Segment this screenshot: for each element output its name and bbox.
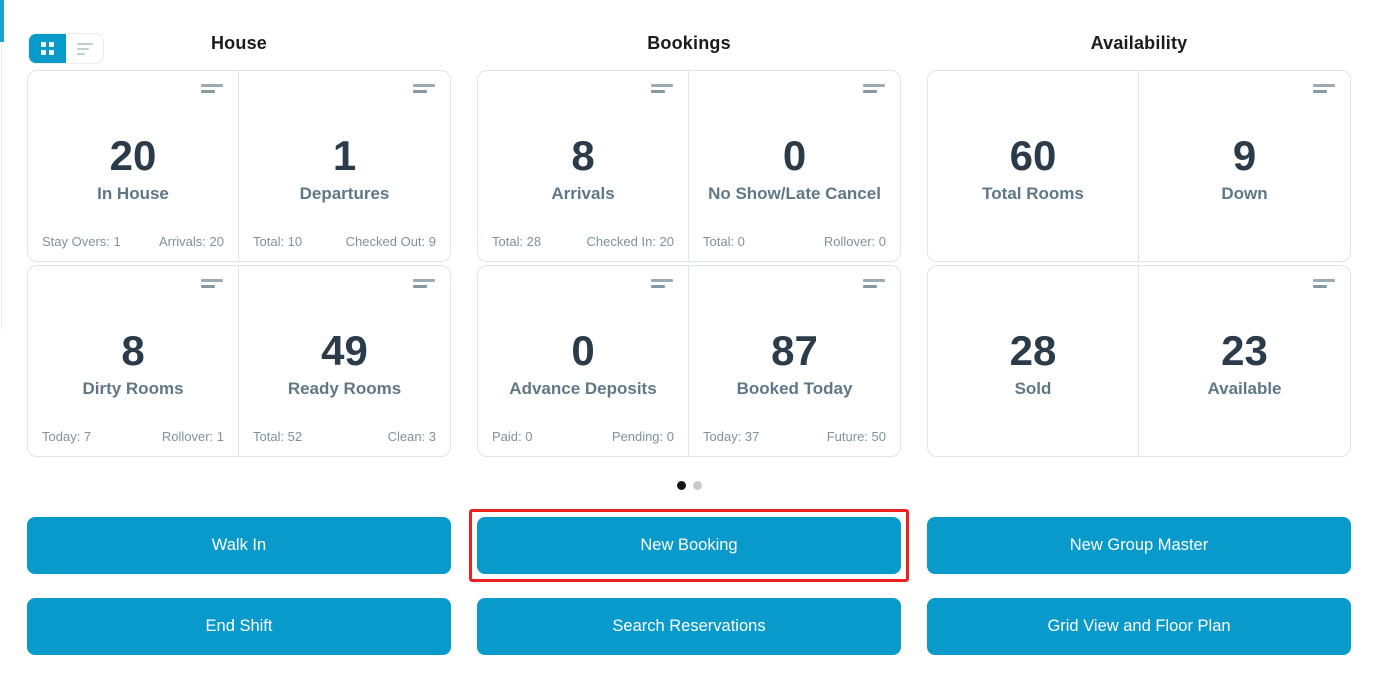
action-buttons: Walk In New Booking New Group Master End… bbox=[27, 509, 1351, 655]
stat-card-ready-rooms[interactable]: 49 Ready Rooms Total: 52 Clean: 3 bbox=[239, 266, 450, 456]
section-headers: House Bookings Availability bbox=[27, 33, 1351, 54]
stat-label: Advance Deposits bbox=[509, 378, 657, 398]
card-menu-icon[interactable] bbox=[1313, 84, 1335, 103]
stat-label: Dirty Rooms bbox=[82, 378, 184, 398]
stat-value: 28 bbox=[1009, 327, 1057, 375]
stat-label: Down bbox=[1221, 183, 1268, 203]
stat-footer-right: Pending: 0 bbox=[611, 429, 674, 444]
stat-value: 87 bbox=[771, 327, 818, 375]
stat-value: 9 bbox=[1232, 132, 1257, 180]
stat-footer-left: Today: 37 bbox=[703, 429, 760, 444]
availability-group: 60 Total Rooms 9 Down bbox=[927, 70, 1351, 457]
stat-card-sold[interactable]: 28 Sold bbox=[928, 266, 1139, 456]
search-reservations-button[interactable]: Search Reservations bbox=[477, 598, 901, 655]
stat-label: Available bbox=[1207, 378, 1282, 398]
card-menu-icon[interactable] bbox=[413, 84, 435, 103]
section-title-availability: Availability bbox=[1090, 33, 1188, 53]
stat-footer-left: Total: 28 bbox=[492, 234, 542, 249]
house-row-1: 20 In House Stay Overs: 1 Arrivals: 20 1… bbox=[27, 70, 451, 262]
stat-value: 1 bbox=[332, 132, 357, 180]
stat-value: 23 bbox=[1221, 327, 1268, 375]
stat-card-arrivals[interactable]: 8 Arrivals Total: 28 Checked In: 20 bbox=[478, 71, 689, 261]
stat-footer-right: Clean: 3 bbox=[387, 429, 436, 444]
list-icon bbox=[76, 42, 93, 55]
stat-footer-right: Rollover: 1 bbox=[161, 429, 224, 444]
stat-label: Departures bbox=[299, 183, 390, 203]
grid-view-floor-plan-button[interactable]: Grid View and Floor Plan bbox=[927, 598, 1351, 655]
availability-row-1: 60 Total Rooms 9 Down bbox=[927, 70, 1351, 262]
bookings-row-1: 8 Arrivals Total: 28 Checked In: 20 0 No… bbox=[477, 70, 901, 262]
stat-value: 49 bbox=[321, 327, 368, 375]
carousel-dot-1[interactable] bbox=[676, 481, 686, 490]
stat-footer-left: Stay Overs: 1 bbox=[42, 234, 121, 249]
card-menu-icon[interactable] bbox=[863, 279, 885, 298]
card-menu-icon[interactable] bbox=[413, 279, 435, 298]
stat-label: In House bbox=[97, 183, 169, 203]
grid-icon bbox=[41, 42, 54, 55]
stat-value: 20 bbox=[109, 132, 157, 180]
stat-card-in-house[interactable]: 20 In House Stay Overs: 1 Arrivals: 20 bbox=[28, 71, 239, 261]
stat-footer-right: Checked In: 20 bbox=[586, 234, 674, 249]
stat-footer-right: Arrivals: 20 bbox=[158, 234, 224, 249]
bookings-group: 8 Arrivals Total: 28 Checked In: 20 0 No… bbox=[477, 70, 901, 457]
card-menu-icon[interactable] bbox=[863, 84, 885, 103]
stat-label: Ready Rooms bbox=[287, 378, 402, 398]
stat-value: 60 bbox=[1009, 132, 1057, 180]
stat-label: No Show/Late Cancel bbox=[708, 183, 881, 203]
stat-label: Booked Today bbox=[736, 378, 853, 398]
stat-footer-right: Rollover: 0 bbox=[823, 234, 886, 249]
stat-value: 8 bbox=[121, 327, 145, 375]
stat-card-available[interactable]: 23 Available bbox=[1139, 266, 1350, 456]
stat-card-groups: 20 In House Stay Overs: 1 Arrivals: 20 1… bbox=[27, 70, 1351, 457]
stat-card-dirty-rooms[interactable]: 8 Dirty Rooms Today: 7 Rollover: 1 bbox=[28, 266, 239, 456]
carousel-dot-2[interactable] bbox=[692, 481, 702, 490]
new-group-master-button[interactable]: New Group Master bbox=[927, 517, 1351, 574]
list-view-button[interactable] bbox=[66, 34, 103, 63]
bookings-row-2: 0 Advance Deposits Paid: 0 Pending: 0 87… bbox=[477, 265, 901, 457]
stat-card-advance-deposits[interactable]: 0 Advance Deposits Paid: 0 Pending: 0 bbox=[478, 266, 689, 456]
stat-footer-right: Future: 50 bbox=[826, 429, 886, 444]
left-panel-edge bbox=[1, 42, 2, 330]
view-toggle bbox=[28, 33, 104, 64]
card-menu-icon[interactable] bbox=[201, 84, 223, 103]
end-shift-button[interactable]: End Shift bbox=[27, 598, 451, 655]
stat-footer-right: Checked Out: 9 bbox=[345, 234, 436, 249]
stat-label: Sold bbox=[1014, 378, 1052, 398]
carousel-dots bbox=[27, 481, 1351, 490]
stat-footer-left: Paid: 0 bbox=[492, 429, 533, 444]
stat-label: Total Rooms bbox=[982, 183, 1084, 203]
house-group: 20 In House Stay Overs: 1 Arrivals: 20 1… bbox=[27, 70, 451, 457]
new-booking-button[interactable]: New Booking bbox=[477, 517, 901, 574]
walk-in-button[interactable]: Walk In bbox=[27, 517, 451, 574]
availability-row-2: 28 Sold 23 Available bbox=[927, 265, 1351, 457]
stat-card-total-rooms[interactable]: 60 Total Rooms bbox=[928, 71, 1139, 261]
grid-view-button[interactable] bbox=[29, 34, 66, 63]
card-menu-icon[interactable] bbox=[1313, 279, 1335, 298]
stat-card-down[interactable]: 9 Down bbox=[1139, 71, 1350, 261]
section-title-bookings: Bookings bbox=[647, 33, 731, 53]
stat-footer-left: Total: 0 bbox=[703, 234, 745, 249]
house-row-2: 8 Dirty Rooms Today: 7 Rollover: 1 49 Re… bbox=[27, 265, 451, 457]
stat-footer-left: Total: 10 bbox=[253, 234, 303, 249]
left-accent-bar bbox=[0, 0, 4, 42]
dashboard: House Bookings Availability 20 In House … bbox=[27, 0, 1351, 655]
stat-value: 0 bbox=[571, 327, 595, 375]
stat-card-departures[interactable]: 1 Departures Total: 10 Checked Out: 9 bbox=[239, 71, 450, 261]
stat-label: Arrivals bbox=[551, 183, 615, 203]
section-title-house: House bbox=[210, 33, 267, 53]
card-menu-icon[interactable] bbox=[651, 279, 673, 298]
card-menu-icon[interactable] bbox=[651, 84, 673, 103]
stat-footer-left: Total: 52 bbox=[253, 429, 303, 444]
card-menu-icon[interactable] bbox=[201, 279, 223, 298]
stat-footer-left: Today: 7 bbox=[42, 429, 92, 444]
stat-card-no-show-late-cancel[interactable]: 0 No Show/Late Cancel Total: 0 Rollover:… bbox=[689, 71, 900, 261]
stat-value: 8 bbox=[571, 132, 595, 180]
stat-value: 0 bbox=[782, 132, 807, 180]
stat-card-booked-today[interactable]: 87 Booked Today Today: 37 Future: 50 bbox=[689, 266, 900, 456]
